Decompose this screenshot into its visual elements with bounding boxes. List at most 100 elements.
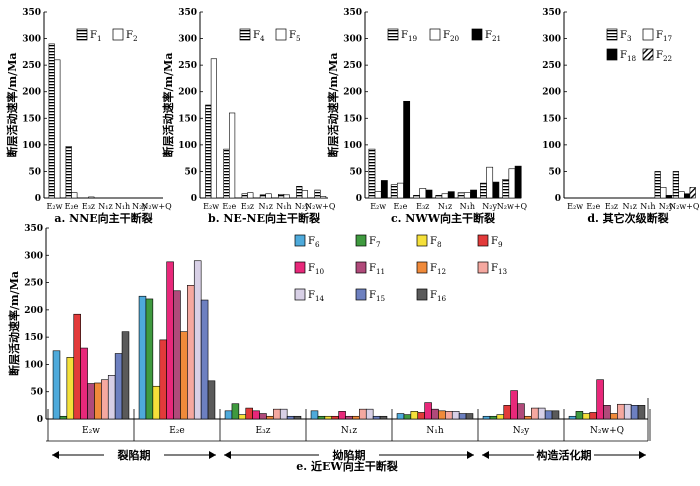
y-tick-label: 200	[178, 88, 197, 98]
bar-F13-0	[101, 379, 109, 420]
bar-F12-3	[352, 415, 360, 420]
bar-F21-2	[425, 189, 433, 199]
bar-F8-6	[582, 413, 591, 420]
bar-F14-1	[193, 260, 202, 420]
period-arrowhead	[482, 451, 489, 459]
chart-b: 0 50 100 150 200 250 300 350 断层活动速率/m/Ma E₂w E₂e E₃…	[161, 8, 336, 225]
y-tick-label: 350	[542, 8, 561, 18]
x-tick-label: E₃z	[82, 202, 95, 211]
legend-label-F3: F3	[620, 30, 632, 43]
y-tick-label: 50	[184, 167, 197, 177]
y-tick-label: 350	[24, 224, 43, 234]
x-tick-label: N₁h	[115, 202, 130, 211]
bar-F11-1	[173, 290, 181, 420]
bar-F8-3	[324, 415, 333, 420]
x-tick-label: N₁z	[341, 426, 357, 436]
bar-F7-4	[403, 414, 412, 420]
bar-F19-3	[435, 195, 443, 199]
bar-F14-2	[279, 408, 288, 420]
y-tick-label: 200	[24, 306, 43, 316]
bar-F13-2	[273, 408, 281, 420]
y-axis-label: 断层活动速率/m/Ma	[326, 53, 340, 158]
bar-F15-2	[286, 415, 295, 420]
legend-swatch-F21	[471, 28, 483, 41]
bar-F5-3	[265, 193, 272, 199]
bar-F5-2	[247, 192, 254, 199]
bar-F12-4	[438, 410, 446, 420]
y-tick-label: 300	[22, 35, 41, 45]
bar-F5-4	[283, 194, 290, 199]
y-tick-label: 350	[22, 8, 41, 18]
bar-F7-3	[317, 415, 326, 420]
bar-F9-3	[331, 415, 339, 420]
bar-F6-3	[310, 410, 319, 420]
bar-F2-1	[71, 192, 78, 199]
y-tick-label: 50	[28, 167, 41, 177]
legend-swatch-F8	[416, 234, 428, 247]
bar-F16-0	[121, 331, 130, 420]
legend-swatch-F15	[355, 288, 367, 301]
x-tick-label: N₁z	[258, 202, 272, 211]
bar-F12-6	[610, 413, 618, 420]
legend-label-F1: F1	[90, 30, 102, 43]
y-tick-label: 200	[542, 88, 561, 98]
bar-F8-4	[410, 411, 419, 420]
legend-swatch-F9	[477, 234, 489, 247]
legend-label-F5: F5	[289, 30, 301, 43]
x-tick-label: N₁h	[640, 202, 655, 211]
chart-caption: c. NWW向主干断裂	[391, 211, 495, 225]
y-tick-label: 300	[178, 35, 197, 45]
bar-F21-3	[447, 191, 455, 199]
bar-F3-5	[654, 171, 661, 199]
y-tick-label: 150	[22, 114, 41, 124]
bar-F16-1	[207, 380, 216, 420]
bar-F21-0	[380, 180, 388, 199]
legend-label-F19: F19	[401, 30, 418, 43]
bar-F15-6	[630, 405, 639, 420]
x-tick-label: E₂e	[586, 202, 600, 211]
y-tick-label: 100	[22, 141, 41, 151]
legend-swatch-F13	[477, 261, 489, 274]
bar-F6-0	[52, 350, 61, 420]
legend-label-F14: F14	[308, 290, 325, 303]
y-tick-label: 250	[343, 61, 362, 71]
bar-F4-5	[296, 186, 303, 199]
period-arrowhead	[224, 451, 231, 459]
x-tick-label: N₂w+Q	[305, 202, 336, 211]
bar-F13-1	[187, 284, 195, 420]
bar-F10-4	[424, 402, 432, 420]
y-tick-label: 250	[24, 279, 43, 289]
bar-F16-4	[465, 413, 474, 420]
bar-F18-6	[683, 193, 691, 199]
bar-F6-1	[138, 295, 147, 420]
bar-F19-0	[368, 148, 376, 199]
legend-swatch-F7	[355, 234, 367, 247]
x-tick-label: N₂w+Q	[669, 202, 700, 211]
x-tick-label: E₂w	[567, 202, 583, 211]
legend-swatch-F14	[294, 288, 306, 301]
x-tick-label: N₁z	[622, 202, 636, 211]
bar-F20-3	[441, 193, 449, 199]
y-tick-label: 200	[343, 88, 362, 98]
chart-caption: e. 近EW向主干断裂	[296, 459, 397, 473]
bar-F13-6	[617, 403, 625, 420]
bar-F9-5	[503, 405, 511, 420]
x-tick-label: E₂w	[203, 202, 219, 211]
x-tick-label: N₂w+Q	[141, 202, 172, 211]
chart-caption: d. 其它次级断裂	[587, 211, 668, 225]
bar-F13-5	[531, 407, 539, 420]
legend-swatch-F17	[642, 28, 654, 41]
bar-F5-1	[229, 112, 236, 199]
x-tick-label: E₃z	[241, 202, 254, 211]
y-tick-label: 100	[343, 141, 362, 151]
bar-F21-5	[492, 181, 500, 199]
bar-F9-2	[245, 407, 253, 420]
bar-F9-0	[73, 313, 81, 420]
y-tick-label: 100	[542, 141, 561, 151]
legend-swatch-F4	[239, 28, 251, 41]
bar-F19-4	[457, 192, 465, 199]
x-tick-label: N₂y	[132, 202, 147, 211]
bar-F10-3	[338, 411, 346, 420]
period-arrowhead	[52, 451, 59, 459]
